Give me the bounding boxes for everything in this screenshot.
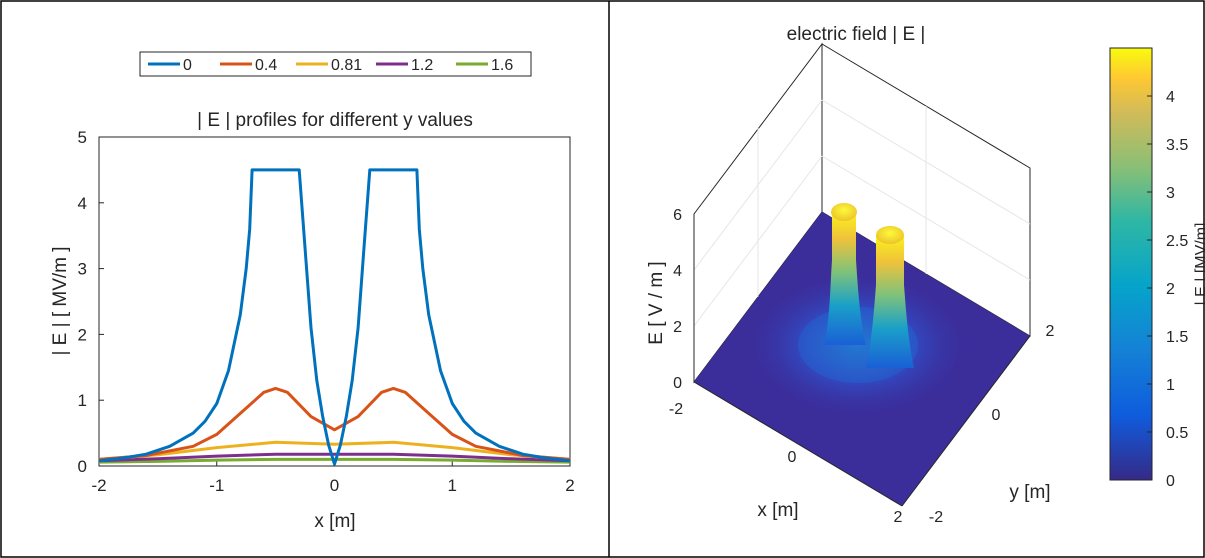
z-axis-ticks: 0 2 4 6 xyxy=(673,207,682,392)
x-tick-label: 1 xyxy=(448,476,457,495)
y-tick-label: 2 xyxy=(78,325,87,344)
y-axis-ticks-3d: -2 0 2 xyxy=(929,323,1055,526)
y-axis-label: | E | [ MV/m ] xyxy=(50,246,71,355)
y-axis-label-3d: y [m] xyxy=(1009,482,1050,503)
x-tick-label: -2 xyxy=(91,476,106,495)
x-tick-label: 2 xyxy=(565,476,574,495)
right-chart-title: electric field | E | xyxy=(787,24,926,45)
left-chart-title: | E | profiles for different y values xyxy=(197,110,473,131)
z-tick-label: 0 xyxy=(673,375,682,392)
x-tick-label: -1 xyxy=(209,476,224,495)
colorbar-label: | E | [MV/m] xyxy=(1193,223,1205,306)
legend: 0 0.4 0.81 1.2 1.6 xyxy=(139,51,532,77)
colorbar-tick-label: 0.5 xyxy=(1166,425,1188,442)
colorbar-tick-label: 1.5 xyxy=(1166,329,1188,346)
y-tick-label: 5 xyxy=(78,128,87,147)
peak-left xyxy=(824,203,866,345)
series-line-1.2 xyxy=(98,452,571,463)
colorbar: 0 0.5 1 1.5 2 2.5 3 3.5 4 | E | [MV/m] xyxy=(1109,47,1205,490)
colorbar-gradient xyxy=(1109,47,1153,481)
colorbar-tick-label: 4 xyxy=(1166,89,1175,106)
z-axis-label: E [ V / m ] xyxy=(646,261,667,344)
colorbar-tick-label: 1 xyxy=(1166,377,1175,394)
legend-label: 1.6 xyxy=(491,57,513,74)
legend-label: 1.2 xyxy=(411,57,433,74)
surface-chart-panel: electric field | E | xyxy=(646,24,1205,526)
surface-axes-box xyxy=(693,42,1031,507)
colorbar-tick-label: 2.5 xyxy=(1166,233,1188,250)
plot-area xyxy=(98,136,571,467)
x-tick-label: 0 xyxy=(330,476,339,495)
series-line-0.81 xyxy=(98,440,571,461)
series-line-0.4 xyxy=(98,386,571,461)
series-line-0 xyxy=(98,168,571,466)
colorbar-tick-label: 0 xyxy=(1166,473,1175,490)
x-tick-label: 0 xyxy=(788,449,797,466)
legend-label: 0.4 xyxy=(255,57,277,74)
peak-right xyxy=(866,226,914,368)
y-tick-label: 1 xyxy=(78,391,87,410)
colorbar-tick-label: 2 xyxy=(1166,281,1175,298)
y-tick-label: -2 xyxy=(929,509,943,526)
y-tick-label: 2 xyxy=(1046,323,1055,340)
y-tick-label: 3 xyxy=(78,260,87,279)
legend-label: 0 xyxy=(183,57,192,74)
z-tick-label: 6 xyxy=(673,207,682,224)
colorbar-tick-label: 3.5 xyxy=(1166,137,1188,154)
x-tick-label: 2 xyxy=(894,509,903,526)
colorbar-tick-label: 3 xyxy=(1166,185,1175,202)
z-tick-label: 2 xyxy=(673,319,682,336)
legend-label: 0.81 xyxy=(331,57,362,74)
line-chart-panel: | E | profiles for different y values -2… xyxy=(50,51,575,532)
x-tick-label: -2 xyxy=(669,401,683,418)
y-tick-label: 0 xyxy=(78,457,87,476)
y-tick-label: 4 xyxy=(78,194,87,213)
x-axis-label: x [m] xyxy=(314,511,355,532)
x-axis-label-3d: x [m] xyxy=(757,500,798,521)
z-tick-label: 4 xyxy=(673,263,682,280)
x-axis-ticks-3d: -2 0 2 xyxy=(669,401,903,526)
y-tick-label: 0 xyxy=(992,407,1001,424)
